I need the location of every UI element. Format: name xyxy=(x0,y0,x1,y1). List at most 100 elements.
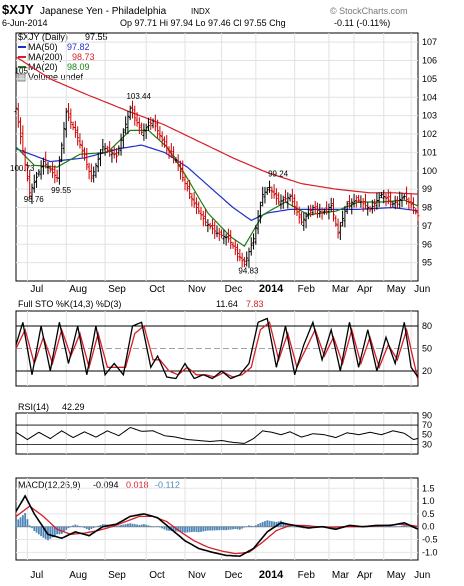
macd-histogram-bar xyxy=(131,523,134,527)
ma200-legend-label: MA(200) xyxy=(28,52,63,62)
volume-legend-swatch xyxy=(17,73,26,82)
ma50-legend-label: MA(50) xyxy=(28,42,58,52)
macd-histogram-bar xyxy=(143,524,145,527)
macd-histogram-bar xyxy=(236,526,239,530)
macd-histogram-bar xyxy=(49,526,52,539)
sto-y-tick-label: 50 xyxy=(422,344,432,354)
macd-histogram-bar xyxy=(394,526,397,528)
macd-histogram-bar xyxy=(163,526,166,530)
macd-histogram-bar xyxy=(401,525,403,527)
macd-histogram-bar xyxy=(225,526,228,531)
sto-y-tick-label: 80 xyxy=(422,321,432,331)
macd-histogram-bar xyxy=(165,526,168,531)
price-x-tick-label: Oct xyxy=(149,284,165,295)
macd-histogram-bar xyxy=(42,526,45,538)
bottom-x-tick-label: Sep xyxy=(108,570,126,581)
macd-histogram-bar xyxy=(181,526,184,533)
macd-histogram-bar xyxy=(120,524,122,527)
macd-histogram-bar xyxy=(232,526,234,530)
macd-histogram-bar xyxy=(19,517,22,527)
price-y-tick-label: 100 xyxy=(422,166,437,176)
bottom-x-tick-label: Oct xyxy=(149,570,165,581)
macd-legend: MACD(12,26,9) -0.094 0.018 -0.112 xyxy=(18,480,180,490)
macd-y-tick-label: 0.0 xyxy=(422,522,435,532)
macd-histogram-bar xyxy=(241,526,244,529)
macd-y-tick-label: 0.5 xyxy=(422,509,435,519)
macd-histogram-bar xyxy=(111,524,113,527)
price-legend-title: $XJY (Daily) xyxy=(18,32,68,42)
macd-histogram-bar xyxy=(99,524,102,527)
macd-histogram-bar xyxy=(243,526,246,528)
ma200-line xyxy=(15,56,419,195)
macd-histogram-bar xyxy=(24,513,27,527)
macd-histogram-bar xyxy=(417,526,419,530)
macd-histogram-bar xyxy=(195,526,198,533)
macd-histogram-bar xyxy=(74,524,77,527)
price-y-tick-label: 107 xyxy=(422,37,437,47)
macd-histogram-bar xyxy=(53,526,56,536)
bottom-x-tick-label: May xyxy=(387,570,406,581)
rsi-legend-value: 42.29 xyxy=(62,402,85,412)
price-y-tick-label: 104 xyxy=(422,92,437,102)
macd-histogram-bar xyxy=(396,526,399,527)
macd-histogram-bar xyxy=(202,526,205,532)
macd-histogram-bar xyxy=(69,526,72,527)
macd-histogram-bar xyxy=(261,521,264,527)
macd-histogram-bar xyxy=(213,526,216,531)
macd-histogram-bar xyxy=(264,521,266,527)
macd-legend-macd: -0.094 xyxy=(93,480,119,490)
macd-histogram-bar xyxy=(405,525,408,527)
bottom-x-tick-label: Jun xyxy=(414,570,430,581)
macd-histogram-bar xyxy=(124,524,127,527)
macd-histogram-bar xyxy=(209,526,212,531)
chart-exchange: INDX xyxy=(191,7,211,16)
macd-histogram-bar xyxy=(222,526,225,531)
macd-histogram-bar xyxy=(17,519,20,527)
macd-histogram-bar xyxy=(81,526,84,528)
macd-histogram-bar xyxy=(188,526,191,533)
macd-histogram-bar xyxy=(35,526,38,533)
price-y-tick-label: 102 xyxy=(422,129,437,139)
macd-histogram-bar xyxy=(252,526,255,527)
price-x-tick-label: Jun xyxy=(414,284,430,295)
chart-change: -0.11 (-0.11%) xyxy=(334,18,390,28)
macd-histogram-bar xyxy=(268,520,271,527)
macd-histogram-bar xyxy=(152,526,154,528)
macd-histogram-bar xyxy=(291,526,294,527)
macd-histogram-bar xyxy=(40,526,43,537)
macd-histogram-bar xyxy=(259,523,262,527)
price-y-tick-label: 105 xyxy=(422,74,437,84)
macd-histogram-bar xyxy=(218,526,221,531)
macd-histogram-bar xyxy=(51,526,54,538)
bottom-x-tick-label: Apr xyxy=(357,570,373,581)
macd-y-tick-label: -0.5 xyxy=(422,535,438,545)
price-x-tick-label: Sep xyxy=(108,284,126,295)
macd-histogram-bar xyxy=(234,526,237,529)
macd-histogram-bar xyxy=(389,526,392,528)
price-x-tick-label: May xyxy=(387,284,406,295)
macd-histogram-bar xyxy=(67,526,70,529)
price-x-tick-label: Apr xyxy=(357,284,373,295)
macd-histogram-bar xyxy=(149,526,152,527)
macd-histogram-bar xyxy=(270,521,273,527)
macd-histogram-bar xyxy=(273,521,276,527)
rsi-y-tick-label: 50 xyxy=(422,430,432,440)
macd-histogram-bar xyxy=(147,525,150,527)
macd-histogram-bar xyxy=(266,520,269,527)
rsi-legend: RSI(14) 42.29 xyxy=(18,402,85,412)
macd-histogram-bar xyxy=(79,526,81,527)
macd-histogram-bar xyxy=(145,524,148,527)
chart-date: 6-Jun-2014 xyxy=(2,18,48,28)
macd-histogram-bar xyxy=(177,526,180,532)
price-x-tick-label: 2014 xyxy=(259,283,284,295)
sto-legend-d: 7.83 xyxy=(246,299,264,309)
macd-histogram-bar xyxy=(193,526,196,532)
price-x-tick-label: Nov xyxy=(188,284,206,295)
macd-histogram-bar xyxy=(293,526,296,528)
macd-histogram-bar xyxy=(238,526,241,530)
price-y-tick-label: 96 xyxy=(422,239,432,249)
macd-histogram-bar xyxy=(227,526,230,530)
macd-histogram-bar xyxy=(56,526,59,535)
rsi-y-tick-label: 70 xyxy=(422,420,432,430)
